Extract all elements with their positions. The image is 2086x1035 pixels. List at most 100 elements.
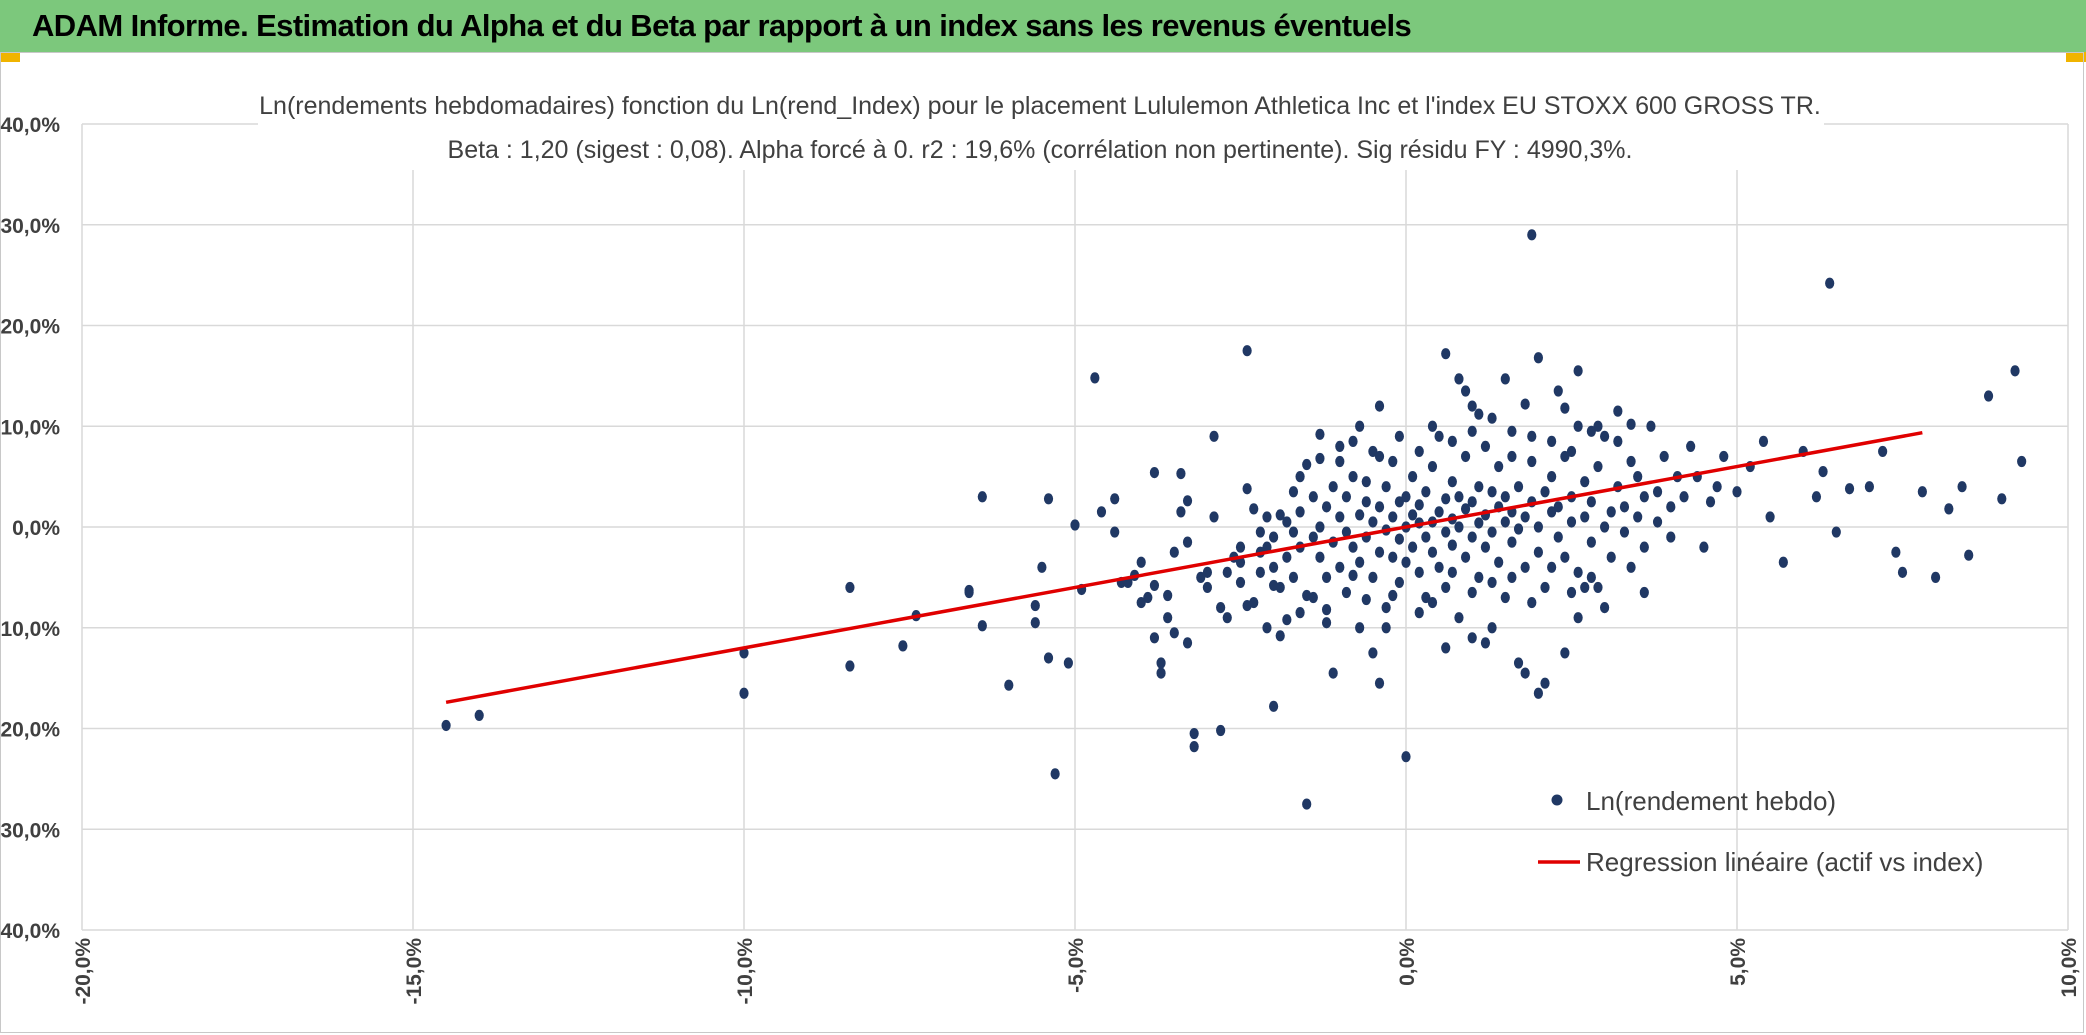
data-point	[1441, 642, 1451, 654]
data-point	[1765, 511, 1775, 523]
data-point	[1487, 486, 1497, 498]
data-point	[1242, 599, 1252, 612]
data-point	[1593, 460, 1603, 473]
data-point	[1348, 569, 1358, 581]
data-point	[1626, 418, 1636, 430]
data-point	[1321, 501, 1332, 513]
data-point	[1421, 531, 1431, 543]
data-point	[1189, 727, 1199, 740]
data-point	[1427, 596, 1438, 609]
data-point	[1639, 586, 1649, 599]
y-tick-label: -20,0%	[0, 719, 60, 742]
data-point	[1282, 516, 1292, 528]
data-point	[1666, 501, 1676, 513]
data-point	[1520, 667, 1530, 679]
data-point	[1500, 491, 1510, 503]
data-point	[1864, 481, 1874, 493]
data-point	[1282, 614, 1292, 626]
data-point	[1633, 471, 1643, 483]
data-point	[1825, 277, 1835, 289]
data-point	[1533, 546, 1543, 558]
data-point	[1520, 561, 1530, 573]
data-point	[1355, 420, 1365, 432]
data-point	[1441, 526, 1451, 538]
data-point	[1467, 531, 1477, 543]
data-point	[1520, 398, 1530, 410]
data-point	[1474, 481, 1484, 493]
data-point	[1626, 561, 1636, 573]
data-point	[1149, 632, 1160, 644]
legend-scatter-marker	[1551, 794, 1563, 806]
data-point	[1315, 428, 1325, 440]
data-point	[1467, 496, 1477, 508]
data-point	[1652, 516, 1663, 528]
data-point	[1447, 476, 1457, 488]
chart-subtitle: Beta : 1,20 (sigest : 0,08). Alpha forcé…	[448, 136, 1633, 164]
data-point	[1507, 450, 1517, 463]
data-point	[1480, 637, 1491, 649]
data-point	[1447, 566, 1457, 578]
data-point	[1288, 526, 1299, 538]
legend-scatter-label: Ln(rendement hebdo)	[1586, 786, 1836, 816]
y-tick-label: 30,0%	[0, 215, 60, 238]
data-point	[1613, 405, 1623, 417]
data-point	[1043, 652, 1054, 664]
data-point	[1348, 541, 1358, 553]
data-point	[1547, 506, 1557, 518]
data-point	[1533, 687, 1543, 699]
data-point	[1593, 420, 1603, 432]
data-point	[1474, 517, 1484, 529]
data-point	[1394, 533, 1404, 545]
y-tick-label: 40,0%	[0, 114, 60, 137]
header-bar: ADAM Informe. Estimation du Alpha et du …	[0, 0, 2086, 52]
data-point	[1361, 496, 1371, 508]
data-point	[1639, 541, 1649, 553]
data-point	[1593, 581, 1603, 594]
data-point	[1361, 593, 1371, 606]
data-point	[1149, 579, 1160, 592]
data-point	[1447, 539, 1457, 551]
chart-frame	[0, 52, 2084, 1033]
data-point	[1566, 445, 1577, 458]
data-point	[1401, 751, 1411, 763]
data-point	[1719, 450, 1729, 463]
chart-title: Ln(rendements hebdomadaires) fonction du…	[259, 92, 1821, 120]
data-point	[1388, 511, 1398, 523]
data-point	[1447, 435, 1457, 447]
data-point	[1381, 622, 1391, 634]
legend: Ln(rendement hebdo) Regression linéaire …	[1538, 786, 1983, 877]
data-point	[1454, 491, 1464, 503]
data-point	[1507, 425, 1517, 437]
data-point	[1222, 612, 1232, 624]
data-point	[1321, 617, 1332, 629]
data-point	[1460, 503, 1471, 515]
data-point	[1666, 531, 1676, 543]
data-point	[1414, 445, 1424, 458]
data-point	[1335, 511, 1345, 523]
data-point	[1408, 509, 1418, 521]
data-point	[1454, 521, 1464, 533]
data-point	[1414, 566, 1424, 578]
y-tick-label: -40,0%	[0, 920, 60, 943]
data-point	[1831, 526, 1841, 538]
data-point	[1302, 589, 1312, 602]
data-point	[1388, 455, 1398, 468]
data-point	[1050, 768, 1060, 780]
data-point	[1355, 509, 1365, 521]
data-point	[1374, 501, 1385, 513]
data-point	[1242, 483, 1252, 495]
data-point	[1600, 521, 1610, 533]
y-tick-label: -30,0%	[0, 819, 60, 842]
y-tick-label: -10,0%	[0, 618, 60, 641]
data-point	[1619, 501, 1630, 513]
data-point	[1553, 385, 1563, 397]
data-point	[1341, 586, 1352, 599]
data-point	[1500, 516, 1510, 528]
data-point	[1295, 607, 1305, 619]
data-point	[1527, 596, 1537, 609]
data-point	[1269, 561, 1279, 573]
data-point	[1143, 591, 1153, 604]
data-point	[1606, 506, 1616, 518]
data-point	[1580, 511, 1590, 523]
data-point	[1401, 491, 1411, 503]
